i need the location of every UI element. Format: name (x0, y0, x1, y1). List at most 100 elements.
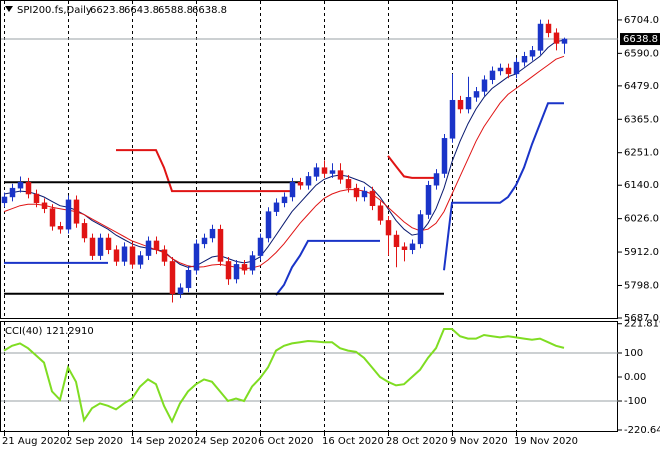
candle-body (57, 226, 64, 230)
candle-body (257, 237, 264, 256)
menu-arrow (5, 6, 13, 12)
y-tick-label: 5912.0 (624, 247, 659, 258)
y-tick-label: -220.640 (624, 425, 660, 436)
candle-body (41, 202, 48, 209)
y-tick-label: -100 (624, 396, 647, 407)
candle-body (169, 261, 176, 294)
candle-body (329, 170, 336, 174)
ohlc-high: 6643.8 (124, 5, 159, 16)
candle-body (369, 190, 376, 206)
candle-body (161, 249, 168, 262)
ohlc-open: 6623.8 (90, 5, 125, 16)
candle-body (281, 196, 288, 204)
y-tick-label: 6704.0 (624, 15, 659, 26)
candle-body (473, 91, 480, 98)
candle-body (121, 246, 128, 262)
candle-body (81, 223, 88, 239)
x-tick-label: 24 Sep 2020 (194, 436, 257, 447)
indicator-line (4, 102, 564, 296)
candle-body (425, 184, 432, 215)
cci-frame (0, 321, 618, 432)
candle-body (553, 32, 560, 44)
x-tick-label: 2 Sep 2020 (66, 436, 123, 447)
candle-body (265, 211, 272, 239)
candle-body (321, 167, 328, 174)
candle-body (481, 79, 488, 92)
candle-body (105, 237, 112, 250)
candle-body (297, 182, 304, 186)
cci-title: CCI(40) (5, 326, 43, 337)
candle-body (457, 99, 464, 110)
candle-body (345, 179, 352, 189)
x-tick-label: 16 Oct 2020 (322, 436, 384, 447)
indicator-line (3, 39, 565, 268)
candle-body (537, 23, 544, 51)
candle-body (529, 50, 536, 57)
candle-body (361, 190, 368, 198)
price-box (620, 33, 660, 46)
candle-body (177, 287, 184, 294)
candle-body (273, 202, 280, 212)
candle-body (185, 269, 192, 289)
ohlc-close: 6638.8 (192, 5, 227, 16)
y-tick-label: 6140.0 (624, 180, 659, 191)
candle-body (233, 264, 240, 280)
y-tick-label: 6251.0 (624, 148, 659, 159)
x-tick-label: 6 Oct 2020 (258, 436, 313, 447)
candle-body (113, 249, 120, 262)
candle-body (209, 228, 216, 239)
y-tick-label: 6590.0 (624, 48, 659, 59)
candle-body (417, 214, 424, 245)
candle-body (513, 61, 520, 75)
cci-line (3, 328, 565, 424)
indicator-line (116, 149, 436, 193)
candle-body (1, 196, 8, 204)
candle-body (377, 205, 384, 221)
candle-body (33, 193, 40, 204)
candle-body (25, 182, 32, 195)
y-tick-label: 100 (624, 348, 643, 359)
candle-body (521, 56, 528, 63)
symbol-label: SPI200.fs,Daily (17, 5, 92, 16)
x-tick-label: 19 Nov 2020 (514, 436, 578, 447)
candle-body (201, 237, 208, 245)
candle-body (97, 237, 104, 256)
y-tick-label: 6026.0 (624, 214, 659, 225)
candle-body (433, 173, 440, 186)
candle-body (89, 237, 96, 256)
x-tick-label: 14 Sep 2020 (130, 436, 193, 447)
indicator-line (3, 55, 565, 270)
candle-body (449, 99, 456, 139)
candle-body (137, 255, 144, 265)
candle-body (49, 208, 56, 227)
cci-value: 121.2910 (46, 326, 94, 337)
candle-body (153, 240, 160, 250)
main-frame (0, 0, 618, 319)
candle-body (305, 176, 312, 186)
candle-body (393, 234, 400, 248)
candle-body (385, 220, 392, 236)
candle-body (313, 167, 320, 177)
candle-body (241, 264, 248, 271)
candle-body (489, 70, 496, 80)
candle-body (353, 187, 360, 198)
candle-body (145, 240, 152, 256)
y-tick-label: 6365.0 (624, 114, 659, 125)
candle-body (289, 182, 296, 198)
price-box-label: 6638.8 (623, 34, 658, 45)
ohlc-low: 6588.8 (158, 5, 193, 16)
candle-body (249, 255, 256, 271)
candle-body (441, 138, 448, 174)
x-tick-label: 9 Nov 2020 (450, 436, 508, 447)
candle-body (129, 246, 136, 265)
candle-body (225, 261, 232, 280)
candle-body (65, 199, 72, 230)
candle-body (409, 243, 416, 250)
candle-body (17, 182, 24, 189)
x-tick-label: 21 Aug 2020 (2, 436, 66, 447)
candle-body (217, 228, 224, 262)
candle-body (9, 187, 16, 198)
y-tick-label: 5687.0 (624, 313, 659, 324)
